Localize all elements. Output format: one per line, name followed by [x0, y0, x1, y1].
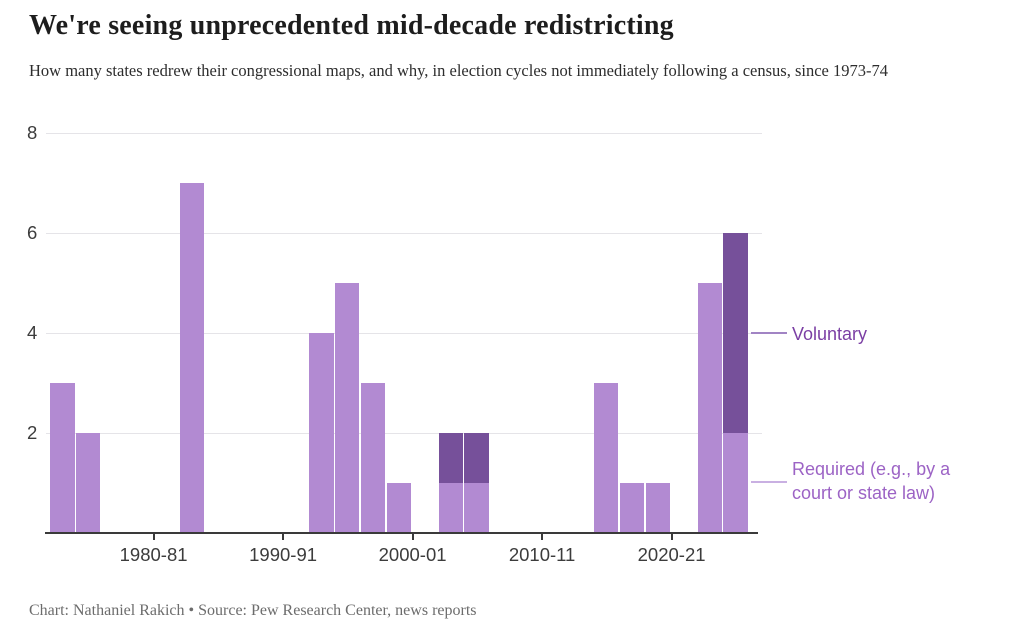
x-axis-tick [282, 534, 285, 540]
x-axis-tick [670, 534, 673, 540]
bar-group-2025-26 [723, 233, 748, 533]
gridline [46, 332, 762, 334]
bar-group-1993-94 [309, 332, 334, 533]
gridline [46, 133, 762, 135]
x-axis-line [45, 531, 758, 534]
bar-segment-required [593, 382, 619, 533]
gridline [46, 432, 762, 434]
legend-connector-required [751, 481, 787, 483]
bar-segment-required [438, 482, 463, 533]
bar-group-2017-18 [619, 482, 645, 533]
x-axis-tick [411, 534, 414, 540]
x-axis-label: 1990-91 [249, 544, 318, 565]
y-axis-label: 6 [27, 222, 38, 244]
bar-segment-required [645, 482, 671, 533]
bar-group-1983-84 [179, 183, 204, 533]
bar-segment-required [360, 382, 386, 533]
chart-credit: Chart: Nathaniel Rakich • Source: Pew Re… [29, 602, 477, 619]
chart-subtitle: How many states redrew their congression… [29, 61, 888, 80]
bar-segment-required [309, 332, 334, 533]
bar-segment-voluntary [723, 233, 748, 433]
y-axis-label: 2 [27, 421, 38, 443]
bar-group-1999-2000 [386, 482, 412, 533]
x-axis-label: 2010-11 [508, 544, 576, 565]
bar-segment-required [179, 183, 204, 533]
bar-group-2005-06 [464, 432, 489, 533]
x-axis-label: 1980-81 [119, 544, 188, 565]
bar-segment-required [50, 382, 75, 533]
bar-segment-required [464, 482, 489, 533]
legend-label-voluntary: Voluntary [792, 324, 868, 344]
gridline [46, 233, 762, 235]
bar-segment-required [723, 432, 748, 533]
legend-label-required: Required (e.g., by a court or state law) [792, 459, 951, 503]
x-axis-label: 2020-21 [637, 544, 706, 565]
chart-title: We're seeing unprecedented mid-decade re… [29, 10, 674, 41]
bar-segment-required [334, 283, 360, 533]
bar-group-2003-04 [438, 432, 463, 533]
y-axis-label: 8 [27, 122, 38, 144]
x-axis-tick [541, 534, 544, 540]
bar-segment-required [386, 482, 412, 533]
bar-group-2019-20 [645, 482, 671, 533]
bar-segment-voluntary [438, 432, 463, 483]
bar-segment-voluntary [464, 432, 489, 483]
bar-group-2015-16 [593, 382, 619, 533]
bar-segment-required [619, 482, 645, 533]
bar-group-1973-74 [50, 382, 75, 533]
bar-group-2023-24 [697, 283, 722, 533]
x-axis-label: 2000-01 [378, 544, 447, 565]
bar-group-1995-96 [334, 283, 360, 533]
bar-group-1975-76 [75, 432, 101, 533]
y-axis-label: 4 [27, 321, 38, 343]
legend-connector-voluntary [751, 332, 787, 334]
x-axis-tick [152, 534, 155, 540]
bar-group-1997-98 [360, 382, 386, 533]
bar-segment-required [697, 283, 722, 533]
bar-segment-required [75, 432, 101, 533]
